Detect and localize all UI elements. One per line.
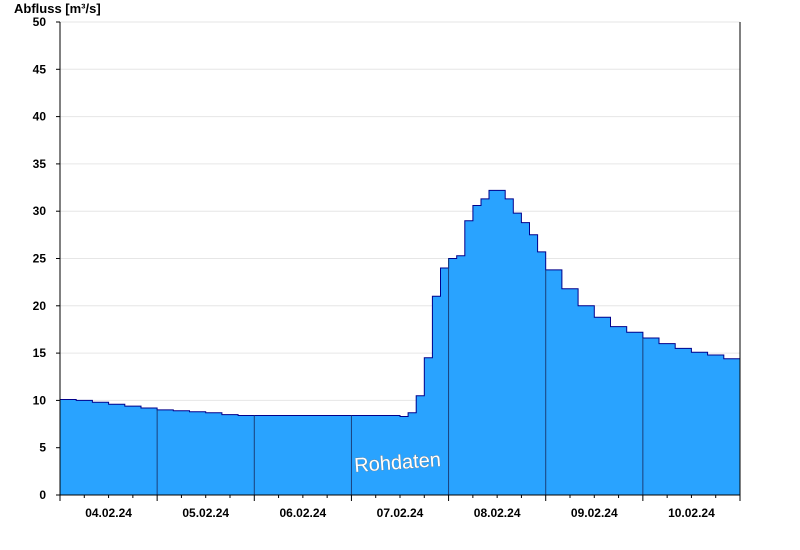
x-tick-label: 08.02.24	[474, 506, 521, 520]
x-tick: 08.02.24	[474, 506, 521, 520]
y-ticks: 0 5 10 15 20 25 30 35 40 45 50	[33, 15, 60, 502]
x-tick: 10.02.24	[668, 506, 715, 520]
y-tick-label: 35	[33, 157, 47, 171]
y-tick: 15	[33, 346, 60, 360]
y-tick: 10	[33, 393, 60, 407]
y-tick-label: 30	[33, 204, 47, 218]
y-tick: 35	[33, 157, 60, 171]
y-tick-label: 5	[39, 441, 46, 455]
y-tick-label: 50	[33, 15, 47, 29]
x-tick-label: 05.02.24	[182, 506, 229, 520]
y-tick-label: 20	[33, 299, 47, 313]
x-tick: 06.02.24	[279, 506, 326, 520]
y-tick-label: 40	[33, 110, 47, 124]
x-tick: 07.02.24	[377, 506, 424, 520]
y-tick-label: 45	[33, 62, 47, 76]
y-axis-label: Abfluss [m³/s]	[14, 1, 101, 16]
x-tick: 04.02.24	[85, 506, 132, 520]
x-tick: 05.02.24	[182, 506, 229, 520]
y-tick-label: 15	[33, 346, 47, 360]
x-tick: 09.02.24	[571, 506, 618, 520]
x-tick-label: 04.02.24	[85, 506, 132, 520]
x-tick-label: 09.02.24	[571, 506, 618, 520]
y-tick: 25	[33, 252, 60, 266]
y-tick: 0	[39, 488, 60, 502]
y-tick: 45	[33, 62, 60, 76]
y-tick: 50	[33, 15, 60, 29]
y-tick: 20	[33, 299, 60, 313]
y-tick-label: 25	[33, 252, 47, 266]
discharge-area	[60, 190, 740, 495]
y-tick: 40	[33, 110, 60, 124]
y-tick: 5	[39, 441, 60, 455]
x-tick-label: 10.02.24	[668, 506, 715, 520]
y-tick: 30	[33, 204, 60, 218]
y-tick-label: 10	[33, 393, 47, 407]
x-ticks: 04.02.24 05.02.24 06.02.24 07.02.24 08.02.24…	[59, 495, 741, 520]
day-separators	[156, 258, 644, 495]
x-tick-label: 06.02.24	[279, 506, 326, 520]
y-tick-label: 0	[39, 488, 46, 502]
x-tick-label: 07.02.24	[377, 506, 424, 520]
discharge-line	[60, 189, 741, 417]
